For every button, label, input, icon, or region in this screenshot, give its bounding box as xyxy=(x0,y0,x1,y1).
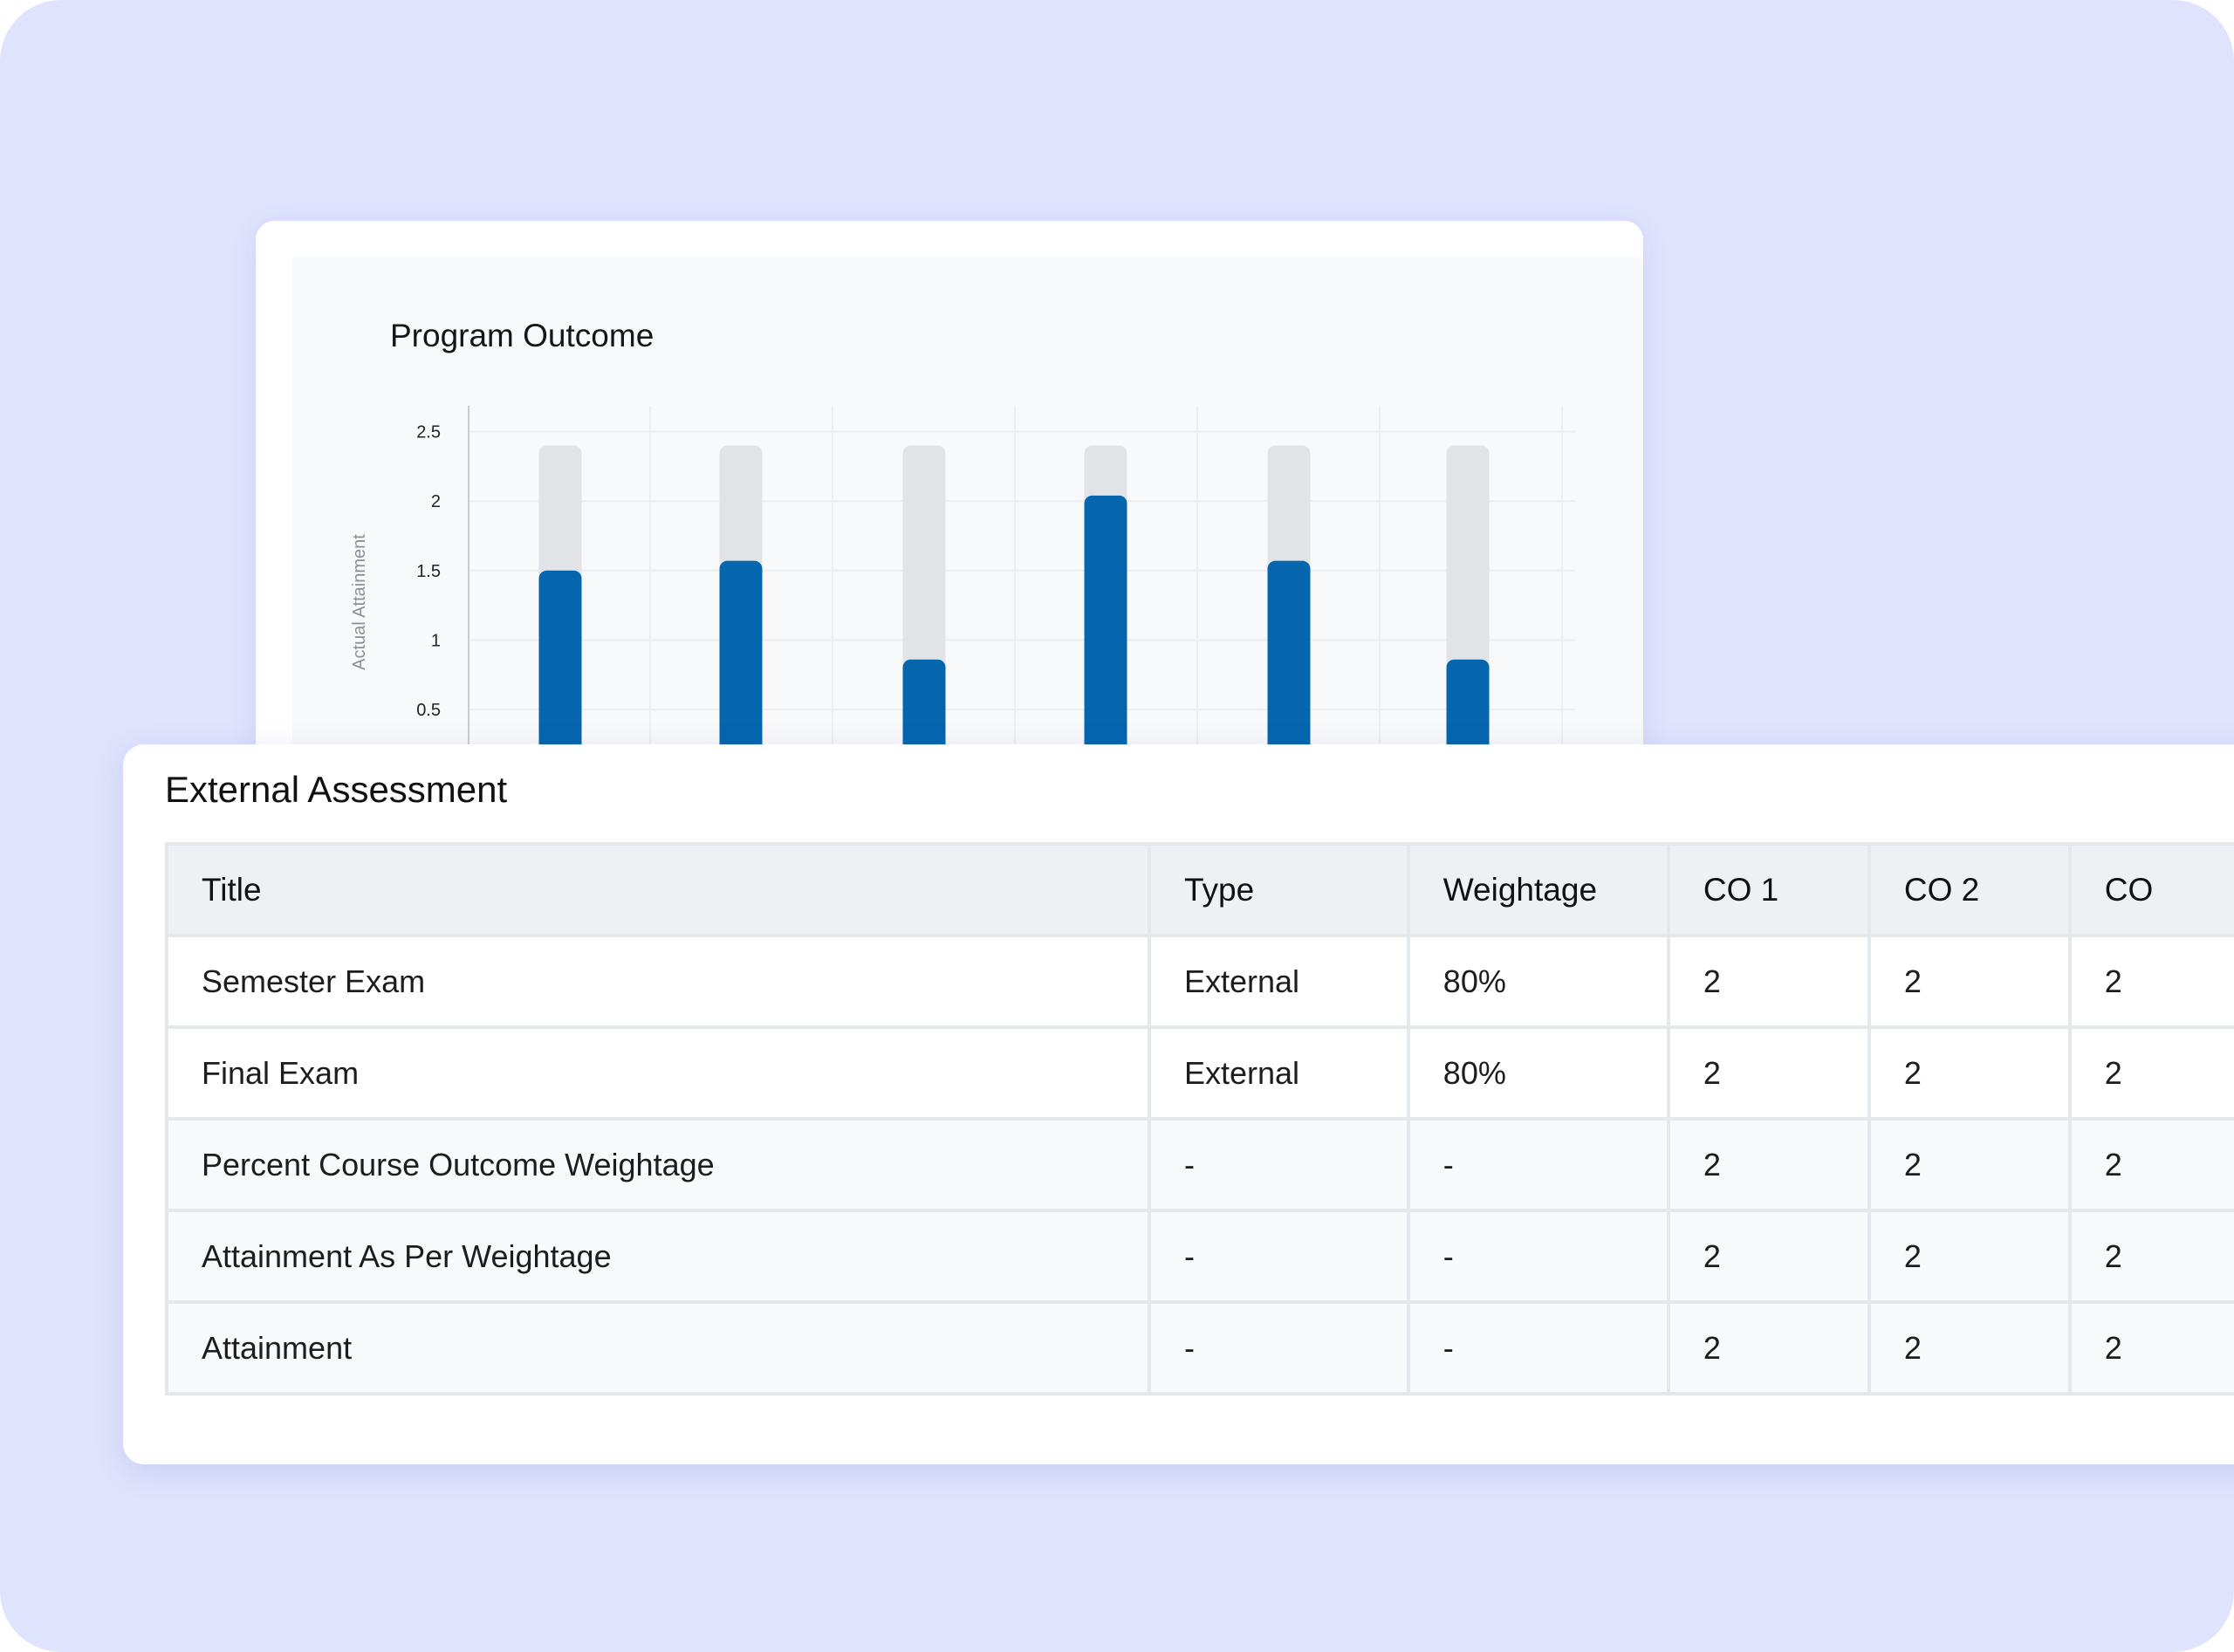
cell-title: Final Exam xyxy=(165,1025,1151,1121)
y-tick-label: 0.5 xyxy=(416,701,441,720)
external-assessment-card: External Assessment Title Type Weightage… xyxy=(123,744,2234,1464)
cell-co1: 2 xyxy=(1666,934,1871,1029)
cell-co2: 2 xyxy=(1867,1117,2072,1212)
table-header-row: Title Type Weightage CO 1 CO 2 CO xyxy=(165,842,2234,937)
cell-title: Percent Course Outcome Weightage xyxy=(165,1117,1151,1212)
cell-co2: 2 xyxy=(1867,1025,2072,1121)
y-tick-label: 1.5 xyxy=(416,562,441,581)
cell-co2: 2 xyxy=(1867,934,2072,1029)
bar[interactable] xyxy=(902,659,946,762)
cell-title: Attainment As Per Weightage xyxy=(165,1209,1151,1304)
y-tick-label: 1 xyxy=(431,631,441,650)
external-assessment-title: External Assessment xyxy=(165,769,508,810)
y-axis-label: Actual Attainment xyxy=(350,534,369,670)
cell-co3: 2 xyxy=(2067,1300,2234,1395)
cell-co3: 2 xyxy=(2067,1025,2234,1121)
bar[interactable] xyxy=(1267,560,1311,762)
table-row: Attainment As Per Weightage - - 2 2 2 xyxy=(165,1209,2234,1304)
chart-bars xyxy=(538,445,1490,762)
y-tick-label: 2.5 xyxy=(416,423,441,442)
bar[interactable] xyxy=(1084,495,1127,762)
table-row: Percent Course Outcome Weightage - - 2 2… xyxy=(165,1117,2234,1212)
table-row: Attainment - - 2 2 2 xyxy=(165,1300,2234,1395)
cell-co2: 2 xyxy=(1867,1300,2072,1395)
cell-type: - xyxy=(1147,1300,1410,1395)
bar[interactable] xyxy=(538,570,582,762)
cell-weightage: 80% xyxy=(1406,934,1670,1029)
cell-type: External xyxy=(1147,1025,1410,1121)
cell-co3: 2 xyxy=(2067,1117,2234,1212)
y-axis-ticks: 2.5 2 1.5 1 0.5 xyxy=(416,423,441,720)
column-header-weightage[interactable]: Weightage xyxy=(1406,842,1670,937)
chart-panel xyxy=(292,257,1643,832)
column-header-co2[interactable]: CO 2 xyxy=(1867,842,2072,937)
cell-co1: 2 xyxy=(1666,1300,1871,1395)
cell-title: Attainment xyxy=(165,1300,1151,1395)
table-row: Final Exam External 80% 2 2 2 xyxy=(165,1025,2234,1121)
column-header-co3[interactable]: CO xyxy=(2067,842,2234,937)
cell-weightage: 80% xyxy=(1406,1025,1670,1121)
cell-co1: 2 xyxy=(1666,1117,1871,1212)
program-outcome-card xyxy=(256,221,1643,832)
cell-weightage: - xyxy=(1406,1117,1670,1212)
cell-co2: 2 xyxy=(1867,1209,2072,1304)
cell-type: - xyxy=(1147,1117,1410,1212)
y-tick-label: 2 xyxy=(431,492,441,511)
cell-type: - xyxy=(1147,1209,1410,1304)
chart-title: Program Outcome xyxy=(390,318,654,353)
bar[interactable] xyxy=(719,560,763,762)
column-header-title[interactable]: Title xyxy=(165,842,1151,937)
table-row: Semester Exam External 80% 2 2 2 xyxy=(165,934,2234,1029)
external-assessment-table: Title Type Weightage CO 1 CO 2 CO Semest… xyxy=(165,842,2234,1395)
column-header-co1[interactable]: CO 1 xyxy=(1666,842,1871,937)
chart-gridlines xyxy=(469,406,1575,744)
column-header-type[interactable]: Type xyxy=(1147,842,1410,937)
cell-co3: 2 xyxy=(2067,1209,2234,1304)
cell-co3: 2 xyxy=(2067,934,2234,1029)
cell-title: Semester Exam xyxy=(165,934,1151,1029)
cell-co1: 2 xyxy=(1666,1209,1871,1304)
cell-weightage: - xyxy=(1406,1300,1670,1395)
bar[interactable] xyxy=(1446,659,1490,762)
cell-weightage: - xyxy=(1406,1209,1670,1304)
cell-type: External xyxy=(1147,934,1410,1029)
cell-co1: 2 xyxy=(1666,1025,1871,1121)
